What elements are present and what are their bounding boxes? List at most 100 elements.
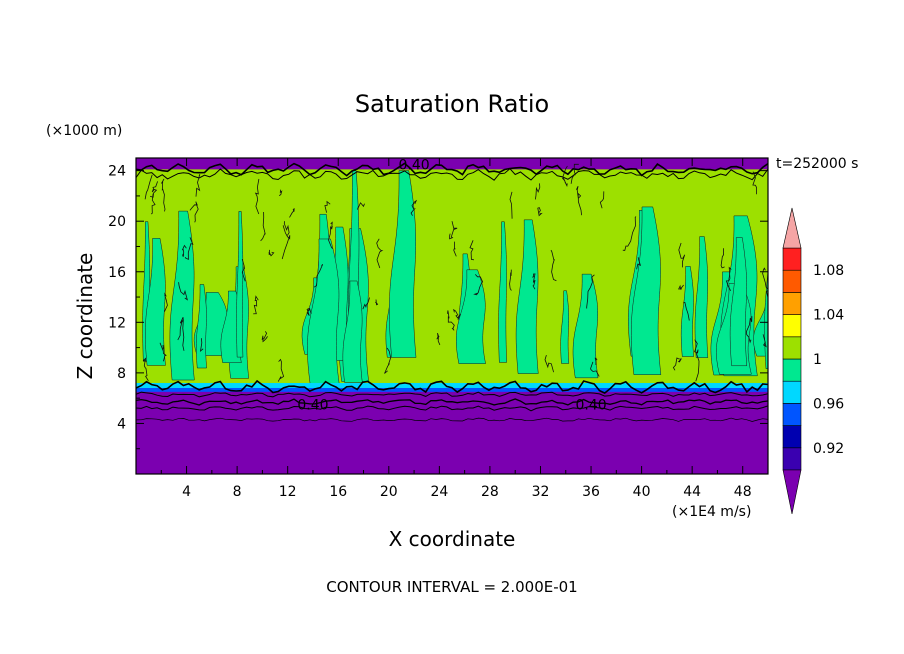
contour-filament: [384, 347, 392, 374]
contour-filament: [142, 357, 149, 382]
x-tick-label: 40: [633, 484, 651, 500]
contour-filament: [195, 174, 201, 197]
contour-filament: [375, 299, 379, 306]
contour-filament: [745, 316, 753, 344]
x-axis: 4 8 12 16 20 24 28 32 36 40 44 48: [160, 158, 752, 500]
moist-column: [572, 273, 599, 379]
contour-filament: [599, 191, 605, 209]
colorbar-label: 0.92: [813, 441, 844, 457]
contour-filament: [150, 193, 156, 215]
x-tick-label: 28: [481, 484, 499, 500]
top-region: [136, 158, 768, 170]
contour-filament: [189, 201, 199, 223]
contour-filament: [509, 191, 513, 219]
moist-column: [145, 238, 166, 366]
y-axis-label: Z coordinate: [73, 253, 97, 380]
x-tick-label: 36: [582, 484, 600, 500]
x-unit-label: (×1E4 m/s): [672, 504, 751, 520]
colorbar-label: 1.04: [813, 308, 844, 324]
contour-filament: [509, 269, 512, 291]
contour-filament: [752, 171, 757, 195]
contour-filament: [678, 242, 686, 268]
contour-filament: [449, 221, 458, 240]
y-tick-label: 8: [117, 366, 126, 382]
contour-filament: [762, 334, 767, 348]
contour-filament: [561, 165, 568, 188]
colorbar-swatch: [782, 336, 802, 360]
contour-filament: [328, 221, 333, 249]
x-axis-label: X coordinate: [389, 527, 516, 551]
plot-frame: [135, 157, 769, 475]
moist-column: [196, 284, 207, 369]
contour-labels: 0.40 0.40 0.40: [297, 157, 606, 413]
contour-filament: [253, 295, 259, 315]
moist-column: [236, 211, 244, 358]
contour-filament: [594, 357, 598, 365]
x-tick-label: 44: [683, 484, 701, 500]
moist-column: [342, 280, 363, 383]
contour-filament: [324, 200, 331, 213]
contour-line: [136, 391, 768, 398]
contour-filament: [376, 238, 384, 269]
contour-filament: [161, 178, 166, 212]
contour-filament: [149, 181, 158, 198]
contour-filament: [289, 208, 295, 218]
moist-column: [389, 170, 417, 358]
contour-filament: [622, 216, 637, 251]
contour-value-label: 0.40: [297, 397, 328, 413]
cloud-base-band: [136, 382, 768, 389]
cloud-base-edge: [136, 388, 768, 392]
contour-filament: [537, 207, 543, 217]
contour-line: [136, 398, 768, 406]
contour-filament: [694, 339, 700, 382]
moist-column: [455, 269, 486, 364]
plot-area: [136, 158, 768, 474]
colorbar-swatch: [782, 380, 802, 404]
colorbar-swatch: [782, 447, 802, 471]
colorbar-swatch: [782, 269, 802, 293]
contour-line: [136, 168, 768, 181]
contour-filament: [357, 202, 365, 210]
contour-filament: [720, 248, 725, 269]
contour-filament: [410, 199, 418, 216]
colorbar: 1.08 1.04 1 0.96 0.92: [782, 207, 844, 515]
contour-filament: [469, 240, 474, 261]
colorbar-label: 0.96: [813, 396, 844, 412]
y-axis: 4 8 12 16 20 24: [108, 164, 768, 450]
moist-column: [729, 237, 748, 367]
contour-filament: [278, 189, 283, 196]
time-label: t=252000 s: [776, 156, 858, 172]
colorbar-swatch: [782, 403, 802, 426]
contour-filament: [281, 225, 291, 260]
moist-column: [694, 236, 709, 358]
contour-filament: [261, 331, 268, 343]
x-tick-label: 4: [182, 484, 191, 500]
contour-filament: [473, 274, 484, 296]
contour-line: [136, 417, 768, 422]
y-tick-label: 20: [108, 214, 126, 230]
x-tick-label: 24: [430, 484, 448, 500]
contour-filament: [268, 249, 275, 257]
contour-filament: [362, 297, 370, 310]
contour-filament: [254, 178, 260, 215]
x-tick-label: 16: [329, 484, 347, 500]
contour-filament: [436, 332, 441, 346]
colorbar-over-arrow: [782, 207, 802, 249]
y-tick-label: 4: [117, 416, 126, 432]
colorbar-swatch: [782, 358, 802, 382]
x-tick-label: 48: [734, 484, 752, 500]
y-tick-label: 24: [108, 164, 126, 180]
contour-filament: [636, 257, 642, 270]
contour-filament: [453, 308, 461, 320]
contour-filament: [277, 358, 285, 382]
contour-filament: [550, 249, 557, 282]
y-tick-label: 12: [108, 315, 126, 331]
contour-filament: [532, 273, 536, 290]
x-tick-label: 12: [279, 484, 297, 500]
contour-filament: [576, 186, 582, 216]
x-tick-label: 32: [532, 484, 550, 500]
contour-filament: [260, 211, 266, 242]
colorbar-swatch: [782, 425, 802, 449]
contour-filament: [164, 292, 168, 312]
cloud-base-contour: [136, 379, 768, 395]
